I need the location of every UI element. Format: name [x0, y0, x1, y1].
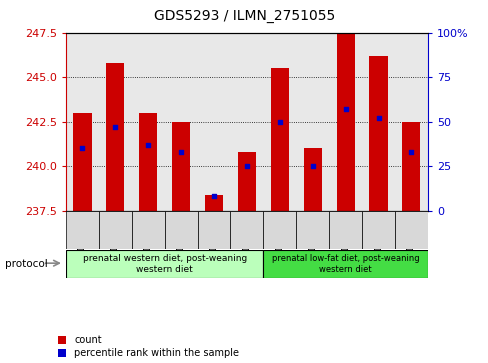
- Point: [79, 145, 86, 151]
- Text: GDS5293 / ILMN_2751055: GDS5293 / ILMN_2751055: [154, 9, 334, 23]
- Bar: [336, 33, 354, 211]
- Bar: [328, 211, 361, 249]
- Bar: [237, 152, 256, 211]
- Bar: [106, 63, 124, 211]
- Bar: [99, 211, 132, 249]
- Bar: [402, 122, 420, 211]
- Bar: [132, 211, 164, 249]
- Bar: [164, 211, 197, 249]
- Point: [210, 193, 218, 199]
- Bar: [394, 211, 427, 249]
- Bar: [139, 113, 157, 211]
- Bar: [230, 211, 263, 249]
- Bar: [73, 113, 91, 211]
- Text: prenatal western diet, post-weaning
western diet: prenatal western diet, post-weaning west…: [82, 254, 246, 274]
- Bar: [263, 250, 427, 278]
- Bar: [296, 211, 328, 249]
- Point: [111, 124, 119, 130]
- Bar: [172, 122, 190, 211]
- Point: [275, 119, 283, 125]
- Point: [407, 149, 414, 155]
- Point: [341, 106, 349, 112]
- Bar: [197, 211, 230, 249]
- Bar: [369, 56, 387, 211]
- Legend: count, percentile rank within the sample: count, percentile rank within the sample: [54, 331, 243, 362]
- Bar: [66, 211, 99, 249]
- Bar: [204, 195, 223, 211]
- Bar: [263, 211, 296, 249]
- Point: [144, 142, 152, 148]
- Bar: [66, 250, 263, 278]
- Bar: [270, 68, 288, 211]
- Point: [374, 115, 382, 121]
- Point: [177, 149, 184, 155]
- Bar: [361, 211, 394, 249]
- Point: [308, 163, 316, 169]
- Bar: [303, 148, 321, 211]
- Text: protocol: protocol: [5, 259, 47, 269]
- Point: [243, 163, 250, 169]
- Text: prenatal low-fat diet, post-weaning
western diet: prenatal low-fat diet, post-weaning west…: [271, 254, 419, 274]
